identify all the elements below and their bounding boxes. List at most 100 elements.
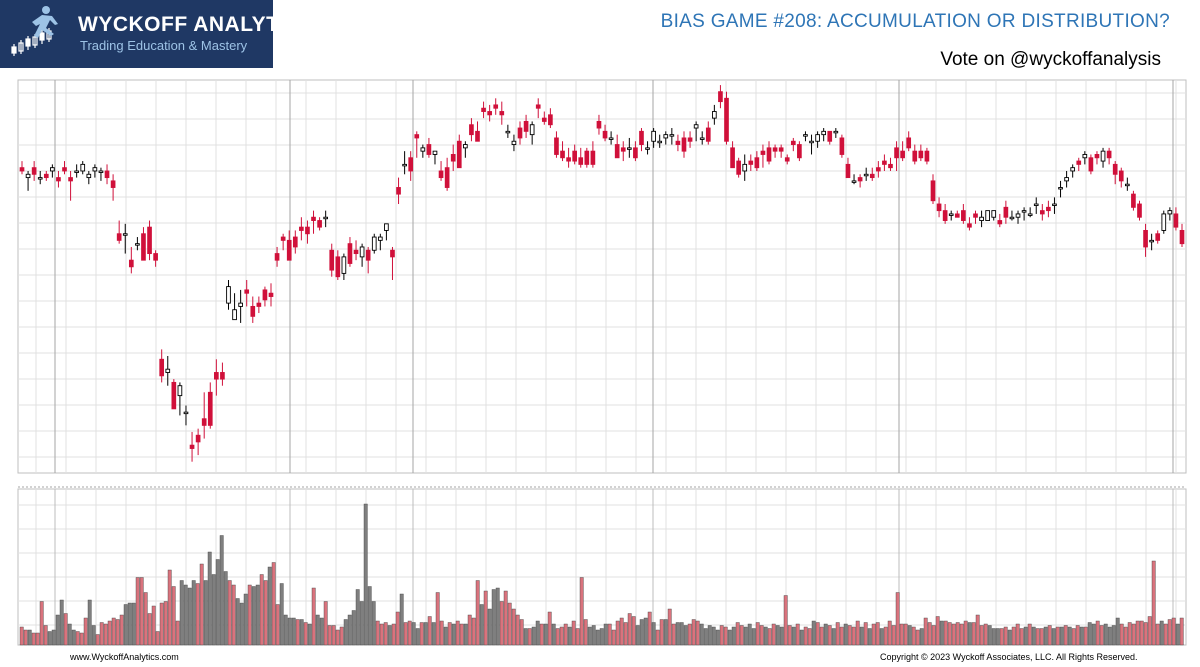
candle-body [663,134,669,139]
volume-bar [171,586,176,646]
candle-body [1033,203,1039,206]
candle-body [882,160,887,165]
volume-bar [75,631,80,646]
volume-bar [107,620,112,646]
volume-bar [419,622,424,646]
candle-body [195,434,201,443]
volume-bar [1051,628,1056,646]
candle-body [1137,203,1142,218]
volume-bar [615,620,620,646]
candle-body [286,239,292,261]
candle-body [153,253,158,261]
volume-bar [931,625,936,646]
volume-bar [375,620,380,646]
volume-bar [1167,619,1172,646]
volume-bar [219,535,224,646]
volume-bar [699,623,704,646]
volume-bar [207,551,212,646]
candle-body [748,160,754,165]
volume-bar [671,623,676,646]
candle-body [863,173,869,177]
candle-body [669,134,675,137]
volume-bar [55,614,60,646]
candle-body [608,137,614,140]
candle-body [888,163,893,169]
volume-bar [655,629,660,646]
volume-bar [987,625,992,646]
volume-bar [811,620,816,646]
volume-bar [959,623,964,646]
candle-body [991,210,997,218]
candle-body [420,147,426,152]
volume-bar [1035,628,1040,646]
volume-bar [83,617,88,646]
volume-bar [643,617,648,646]
brand-tagline: Trading Education & Mastery [80,38,248,53]
candle-body [760,150,766,155]
candle-body [141,233,146,261]
candle-body [1143,229,1148,248]
volume-bar [247,584,252,646]
volume-bar [767,628,772,646]
candle-body [1131,193,1136,208]
volume-bar [619,617,624,646]
volume-bar [951,623,956,646]
volume-bar [355,589,360,646]
candle-body [1009,216,1015,220]
candle-body [201,418,207,426]
candle-body [292,236,298,248]
volume-bar [1127,622,1132,646]
volume-bar [915,629,920,646]
volume-bar [387,625,392,646]
volume-bar [923,617,928,646]
volume-bar [551,623,556,646]
candle-body [499,111,505,116]
candle-body [797,144,802,159]
volume-bar [395,611,400,646]
candle-body [50,167,55,172]
volume-bar [351,610,356,646]
volume-bar [195,583,200,646]
volume-bar [239,602,244,646]
volume-bar [415,628,420,646]
candle-body [359,246,365,258]
price-panel-frame [17,79,1187,474]
volume-bar [527,628,532,646]
volume-bar [519,619,524,646]
candle-body [250,305,256,317]
volume-bar [919,628,924,646]
volume-bar [1143,622,1148,646]
candle-body [384,223,389,231]
candle-body [25,173,31,179]
volume-bar [459,623,464,646]
candle-body [86,173,92,179]
volume-bar [743,626,748,646]
volume-bar [819,626,824,646]
volume-bar [475,580,480,646]
volume-bar [1063,625,1068,646]
volume-bar [899,623,904,646]
candle-body [232,309,237,321]
volume-bar [471,617,476,646]
candle-body [171,381,177,410]
candle-body [936,203,942,212]
volume-bar [391,623,396,646]
volume-bar [503,590,508,646]
candle-body [311,216,316,221]
volume-bar [251,586,256,646]
volume-bar [59,599,64,646]
volume-bar [787,625,792,646]
candle-body [268,292,274,297]
volume-bar [523,628,528,646]
volume-bar [631,616,636,646]
brand-logo: WYCKOFF ANALYTICS Trading Education & Ma… [0,0,315,68]
candle-body [633,147,638,159]
candle-body [511,140,517,146]
volume-bar [467,614,472,646]
candle-body [705,127,711,142]
candle-body [135,243,140,246]
candle-body [104,170,110,179]
volume-bar [407,620,412,646]
volume-bar [995,628,1000,646]
volume-bar [27,629,32,646]
